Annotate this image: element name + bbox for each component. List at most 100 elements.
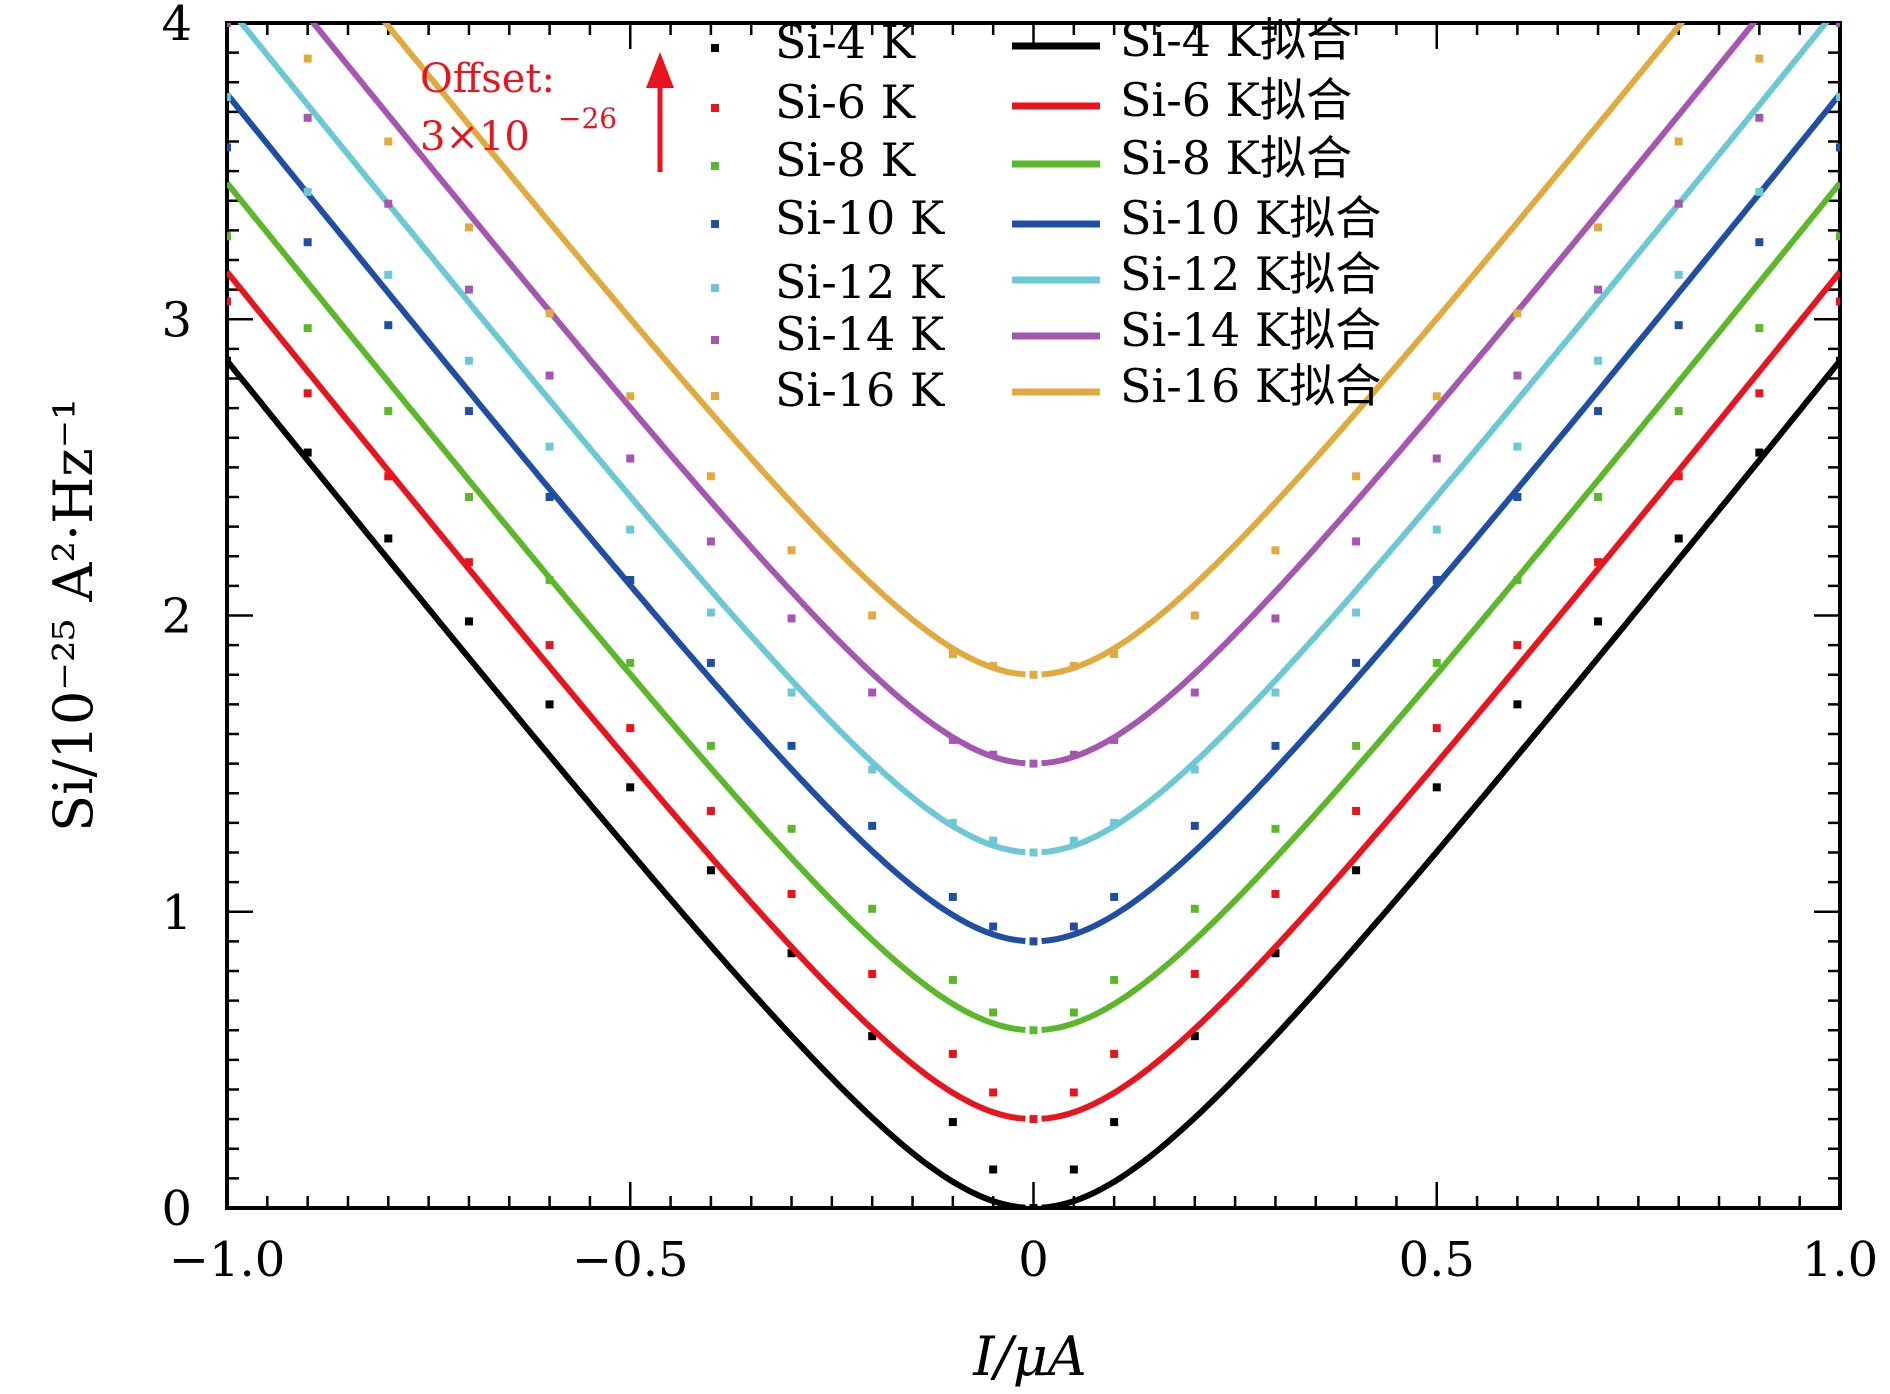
- data-point-si-12-k: [1594, 356, 1603, 365]
- legend-marker: [711, 162, 719, 170]
- data-point-si-16-k: [1432, 392, 1441, 401]
- legend-label-fit: Si-4 K拟合: [1120, 13, 1352, 67]
- data-point-si-10-k: [303, 238, 312, 247]
- fit-line-si-10-k-seg0: [227, 92, 1026, 945]
- data-point-si-8-k: [1594, 493, 1603, 501]
- data-point-si-16-k: [948, 650, 957, 659]
- data-point-si-12-k: [545, 442, 554, 451]
- data-point-si-6-k: [303, 389, 312, 398]
- fit-line-si-14-k-seg0: [309, 23, 1026, 767]
- data-point-si-14-k: [1029, 759, 1038, 768]
- fit-line-si-12-k-seg1: [1041, 23, 1830, 856]
- data-point-si-16-k: [1594, 223, 1603, 232]
- data-point-si-12-k: [626, 525, 635, 534]
- x-tick-label: −1.0: [169, 1232, 286, 1288]
- data-point-si-4-k: [868, 1032, 877, 1041]
- data-point-si-16-k: [384, 137, 393, 146]
- data-point-si-10-k: [1755, 238, 1764, 247]
- x-axis-label: I/μA: [972, 1325, 1087, 1388]
- data-point-si-12-k: [1432, 525, 1441, 534]
- legend-marker: [711, 336, 719, 344]
- data-point-si-4-k: [464, 617, 473, 626]
- data-point-si-6-k: [626, 724, 635, 733]
- data-point-si-8-k: [1513, 575, 1522, 584]
- data-point-si-6-k: [464, 558, 473, 567]
- data-point-si-6-k: [1069, 1088, 1078, 1097]
- data-point-si-10-k: [706, 658, 715, 667]
- data-point-si-8-k: [464, 493, 473, 501]
- fit-line-si-6-k-seg0: [227, 270, 1026, 1122]
- y-tick-label: 2: [161, 589, 192, 645]
- data-point-si-16-k: [1190, 611, 1199, 620]
- data-point-si-12-k: [868, 765, 877, 774]
- legend-label-fit: Si-16 K拟合: [1120, 359, 1381, 413]
- data-point-si-4-k: [1069, 1165, 1078, 1174]
- data-point-si-16-k: [1110, 650, 1119, 659]
- data-point-si-8-k: [384, 407, 393, 416]
- data-point-si-6-k: [1190, 969, 1199, 978]
- legend-label-fit: Si-6 K拟合: [1120, 73, 1352, 127]
- y-axis-label: Si/10⁻²⁵ A²·Hz⁻¹: [42, 398, 105, 832]
- x-tick-label: 0: [1018, 1232, 1049, 1288]
- data-point-si-10-k: [1674, 321, 1683, 330]
- data-point-si-8-k: [303, 324, 312, 333]
- data-point-si-12-k: [1352, 608, 1361, 617]
- data-point-si-14-k: [303, 113, 312, 122]
- data-point-si-8-k: [989, 1008, 998, 1017]
- legend-label-fit: Si-14 K拟合: [1120, 303, 1381, 357]
- data-point-si-12-k: [384, 270, 393, 279]
- series-layer: [227, 23, 1840, 1208]
- legend-marker: [711, 392, 719, 400]
- data-point-si-4-k: [1755, 448, 1764, 457]
- data-point-si-12-k: [948, 818, 957, 827]
- data-point-si-14-k: [227, 23, 231, 27]
- data-point-si-14-k: [787, 614, 796, 623]
- data-point-si-14-k: [545, 371, 554, 380]
- data-point-si-6-k: [1674, 472, 1683, 481]
- data-point-si-4-k: [1513, 700, 1522, 709]
- data-point-si-10-k: [384, 321, 393, 330]
- data-point-si-10-k: [1069, 922, 1078, 931]
- data-point-si-6-k: [948, 1049, 957, 1058]
- data-point-si-4-k: [384, 534, 393, 543]
- y-tick-label: 1: [161, 885, 192, 941]
- legend-label-fit: Si-10 K拟合: [1120, 191, 1381, 245]
- fit-line-si-10-k-seg1: [1041, 92, 1840, 945]
- fit-line-si-4-k-seg0: [227, 358, 1026, 1208]
- data-point-si-4-k: [1432, 783, 1441, 792]
- data-point-si-12-k: [464, 356, 473, 365]
- data-point-si-4-k: [948, 1118, 957, 1127]
- data-point-si-16-k: [1755, 54, 1764, 63]
- data-point-si-14-k: [948, 735, 957, 744]
- data-point-si-12-k: [1029, 848, 1038, 857]
- data-point-si-14-k: [1755, 113, 1764, 122]
- data-point-si-16-k: [1674, 137, 1683, 146]
- data-point-si-12-k: [303, 187, 312, 196]
- data-point-si-8-k: [1190, 904, 1199, 913]
- x-tick-label: 1.0: [1802, 1232, 1878, 1288]
- data-point-si-4-k: [1594, 617, 1603, 626]
- data-point-si-4-k: [1352, 866, 1361, 875]
- offset-arrow-head: [646, 52, 674, 88]
- data-point-si-12-k: [989, 836, 998, 845]
- legend-label-fit: Si-12 K拟合: [1120, 247, 1381, 301]
- data-point-si-4-k: [303, 448, 312, 457]
- legend-marker: [711, 220, 719, 228]
- data-point-si-10-k: [1352, 658, 1361, 667]
- data-point-si-14-k: [1110, 735, 1119, 744]
- legend-label-fit: Si-8 K拟合: [1120, 131, 1352, 185]
- x-tick-label: 0.5: [1399, 1232, 1475, 1288]
- data-point-si-6-k: [384, 472, 393, 481]
- data-point-si-10-k: [1271, 741, 1280, 750]
- legend: Si-4 K Si-4 K拟合 Si-6 K Si-6 K拟合 Si-8 K Si-8 K…: [711, 13, 1381, 417]
- data-point-si-6-k: [1352, 807, 1361, 816]
- data-point-si-10-k: [1836, 143, 1840, 152]
- data-point-si-10-k: [787, 741, 796, 750]
- data-point-si-16-k: [1513, 309, 1522, 318]
- data-point-si-10-k: [464, 407, 473, 416]
- data-point-si-16-k: [464, 223, 473, 232]
- data-point-si-14-k: [1513, 371, 1522, 380]
- data-point-si-8-k: [948, 975, 957, 984]
- data-point-si-4-k: [1190, 1032, 1199, 1041]
